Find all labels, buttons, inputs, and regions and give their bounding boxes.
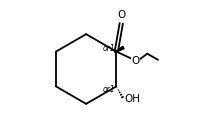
Text: or1: or1 (102, 85, 115, 94)
Text: OH: OH (124, 94, 140, 104)
Text: or1: or1 (102, 44, 115, 53)
Polygon shape (114, 46, 124, 53)
Text: O: O (117, 10, 125, 20)
Text: O: O (131, 55, 140, 66)
